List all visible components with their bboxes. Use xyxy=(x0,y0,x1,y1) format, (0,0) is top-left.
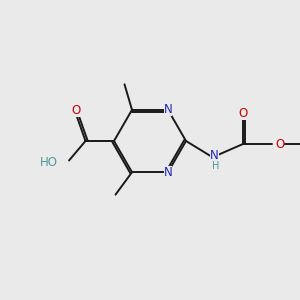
Text: N: N xyxy=(164,166,172,179)
Text: H: H xyxy=(212,161,219,171)
Text: O: O xyxy=(72,103,81,117)
Text: O: O xyxy=(275,137,284,151)
Text: N: N xyxy=(164,103,172,116)
Text: N: N xyxy=(210,148,219,162)
Text: HO: HO xyxy=(40,155,58,169)
Text: O: O xyxy=(238,106,247,120)
